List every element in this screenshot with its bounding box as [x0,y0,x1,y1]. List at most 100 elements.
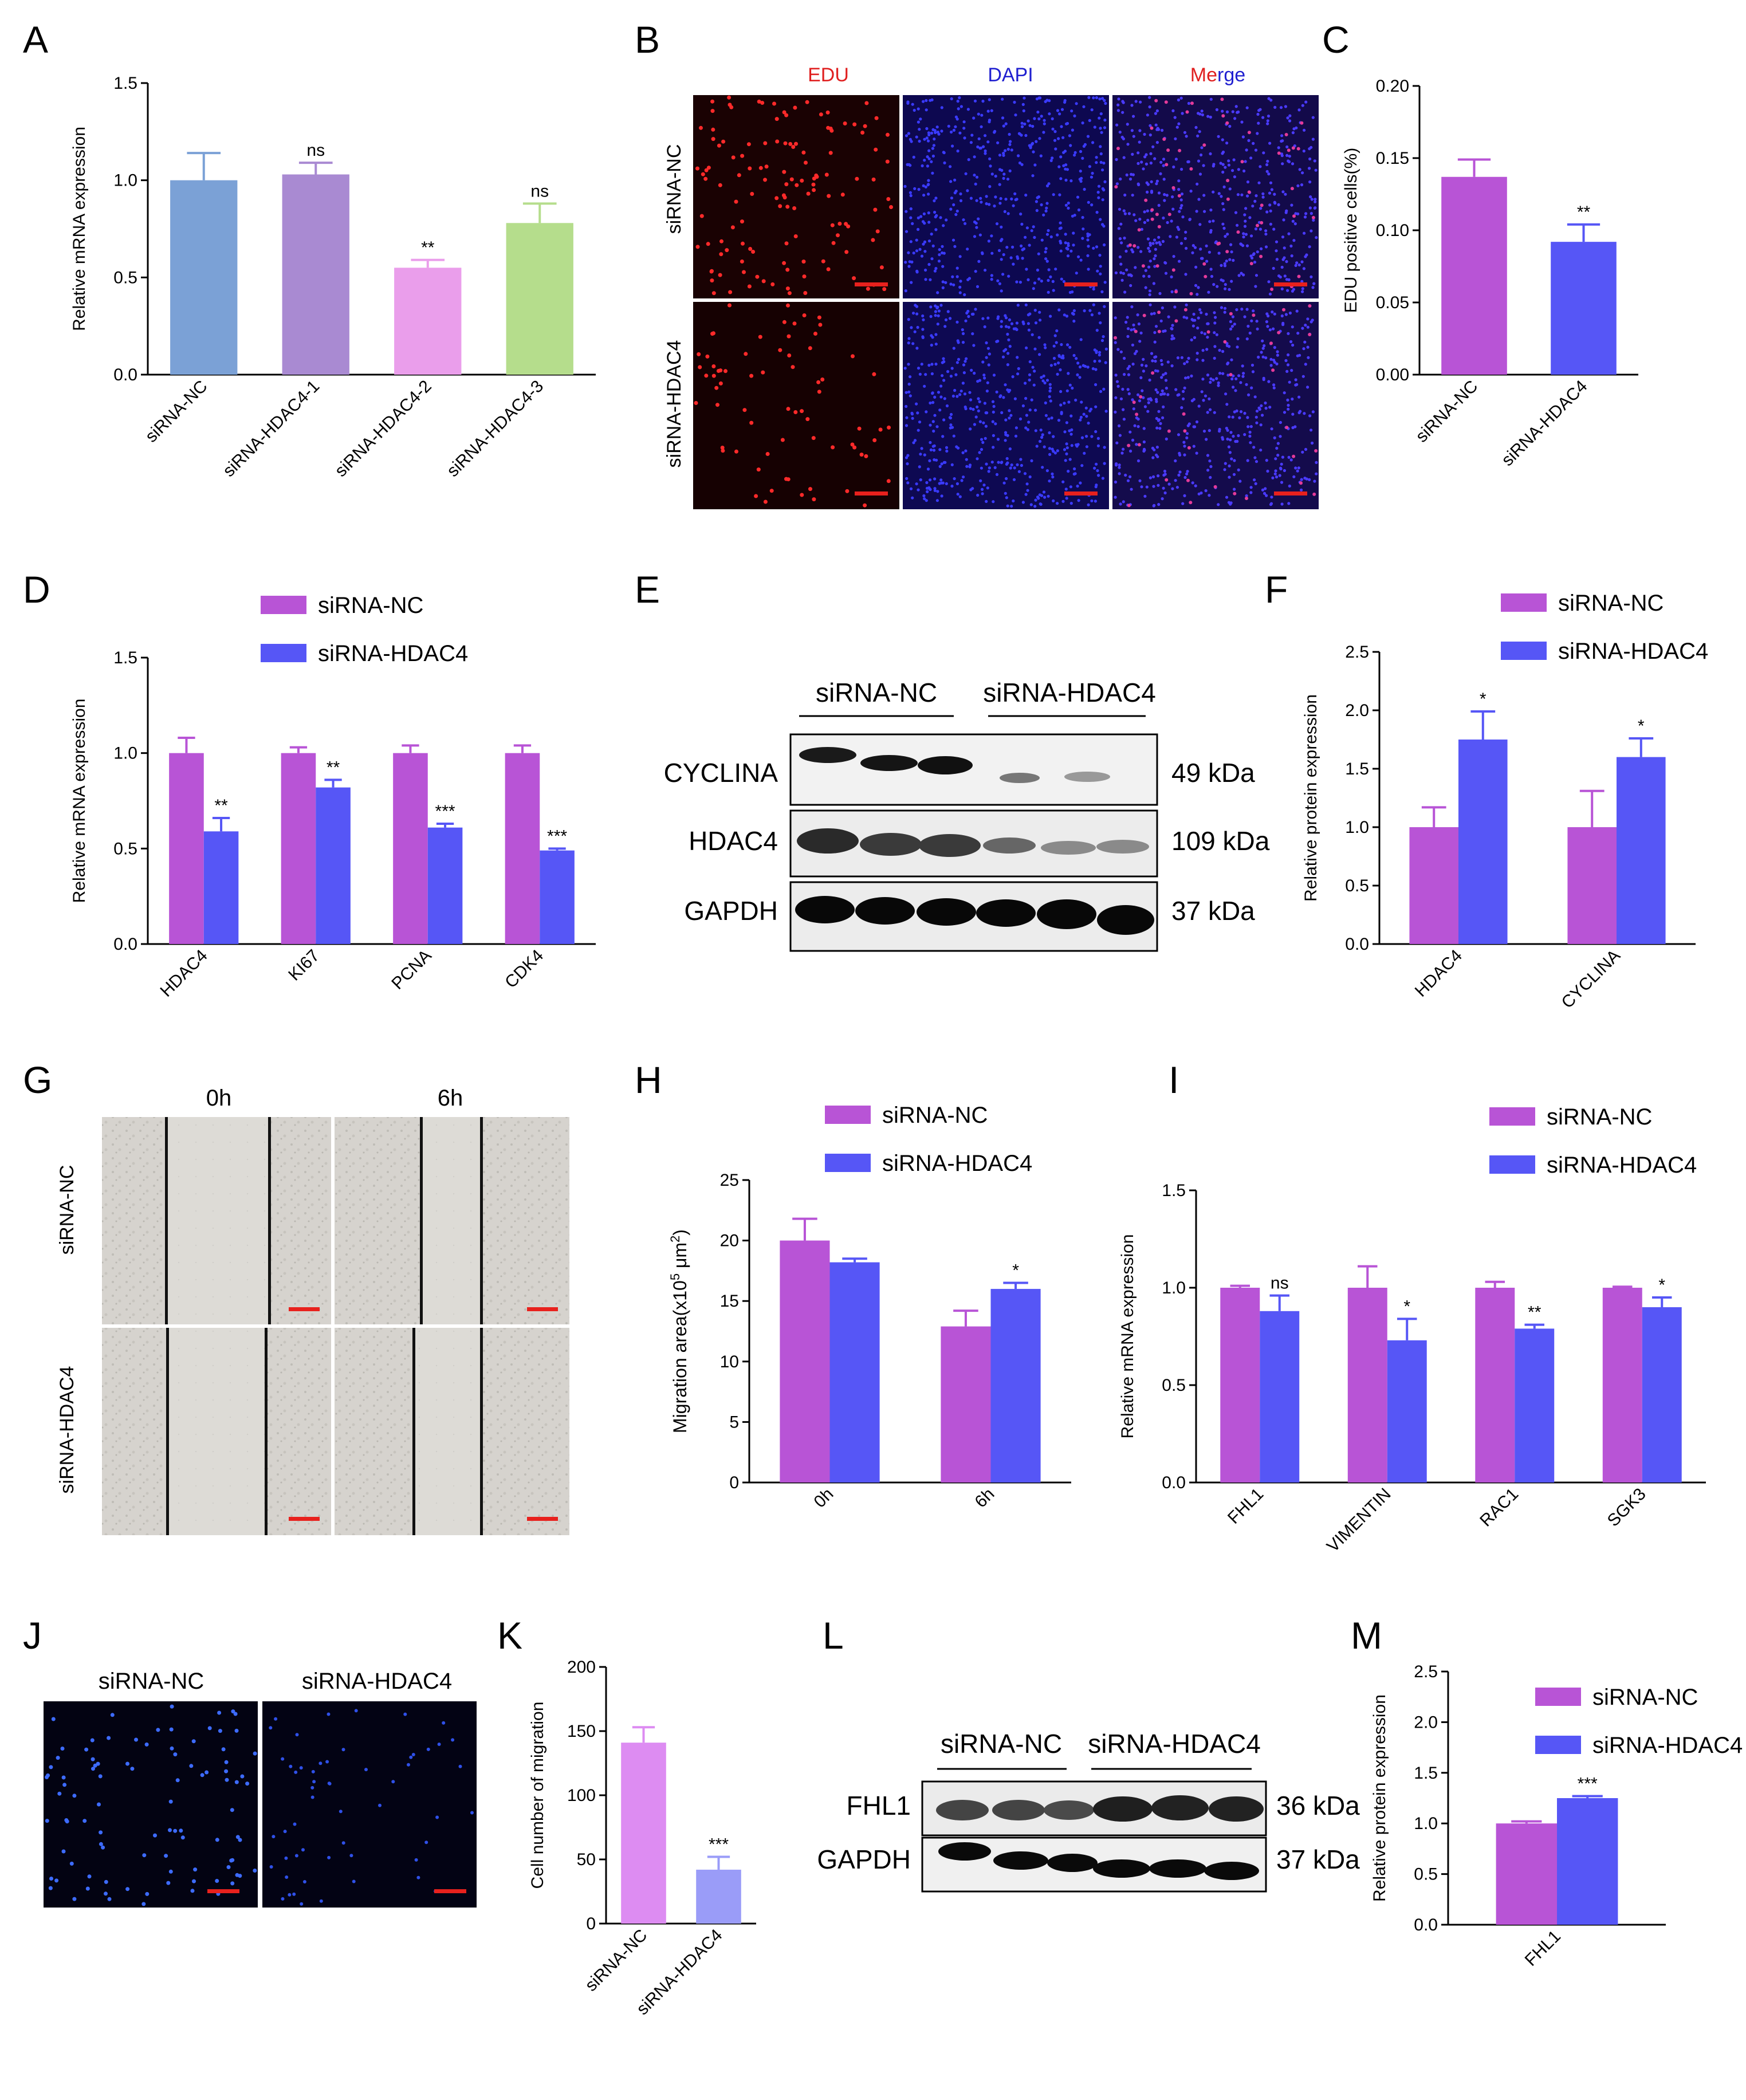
cell-dot [1268,406,1272,409]
blot-kda-fhl1: 36 kDa [1276,1791,1360,1820]
cell-dot [929,314,933,318]
cell-dot [1075,102,1078,105]
cell-dot [1303,340,1307,344]
cell-dot [1240,272,1243,275]
cell-dot [964,319,968,323]
cell-dot [1004,122,1008,125]
cell-dot [1051,472,1054,476]
cell-dot [1076,485,1079,488]
cell-dot [1219,162,1222,165]
x-tick-label: 0h [811,1485,837,1512]
cell-dot [1313,159,1316,163]
cell-dot [923,384,926,388]
cell-dot [954,125,957,128]
cell-dot [1270,495,1273,499]
cell-dot [961,382,965,385]
cell-dot [1118,131,1122,134]
cell-dot [1007,325,1010,329]
cell-dot [1270,427,1273,431]
cell-dot [1142,449,1146,453]
cell-dot [969,196,973,200]
cell-dot [1043,445,1046,449]
cell-dot [942,357,945,360]
cell-dot [1264,245,1268,249]
cell-dot [1079,170,1082,173]
cell-dot [1031,141,1035,145]
cell-dot [1224,462,1227,465]
cell-dot [1115,441,1119,445]
cell-dot [980,466,983,470]
cell-dot [1019,458,1023,461]
cell-dot [1039,439,1042,443]
cell-dot [740,154,745,158]
cell-dot [1000,258,1003,261]
cell-dot [958,255,962,258]
cell-dot [1087,268,1090,271]
cell-dot [1128,243,1132,247]
cell-dot [905,424,909,427]
col-label-dapi: DAPI [988,64,1033,86]
cell-dot [936,323,939,326]
cell-dot [1159,160,1163,164]
cell-dot [1269,503,1273,506]
cell-dot [956,100,959,103]
cell-dot [727,95,732,100]
cell-dot [917,107,920,111]
cell-dot [921,164,924,168]
cell-dot [1072,312,1075,316]
cell-dot [1254,482,1257,486]
cell-dot [1143,494,1147,498]
cell-dot [1201,257,1204,260]
cell-dot [933,414,937,417]
cell-dot [1301,450,1304,454]
image-merge-nc [1112,95,1319,298]
cell-dot [1230,457,1233,461]
cell-dot [1049,314,1052,318]
cell-dot [1122,447,1125,451]
cell-dot [919,478,922,482]
cell-dot [1280,152,1284,156]
cell-dot [1157,329,1161,333]
cell-dot [910,412,914,416]
cell-dot [1065,497,1068,500]
cell-dot [950,367,954,370]
cell-dot [1306,345,1310,349]
cell-dot [828,151,833,155]
cell-dot [1308,167,1311,170]
cell-dot [1103,446,1106,449]
cell-dot [1178,259,1181,263]
cell-dot [1304,100,1308,104]
cell-dot [1228,451,1232,454]
cell-dot [973,174,976,177]
cell-dot [916,325,919,329]
cell-dot [1209,465,1213,469]
cell-dot [995,340,998,343]
cell-dot [1132,400,1136,404]
cell-dot [1205,348,1209,351]
cell-dot [1185,246,1188,250]
cell-dot [1198,172,1202,176]
cell-dot [1102,188,1106,192]
cell-dot [929,401,932,405]
cell-dot [134,1737,138,1742]
cell-dot [1127,373,1131,376]
cell-dot [1098,359,1102,363]
legend-label-nc: siRNA-NC [318,593,423,618]
cell-dot [1229,312,1233,316]
cell-dot [1288,155,1291,158]
cell-dot [1128,475,1132,478]
cell-dot [1100,131,1103,134]
cell-dot [1103,243,1106,247]
cell-dot [1305,477,1308,481]
cell-dot [1295,383,1299,386]
cell-dot [964,222,967,225]
cell-dot [1123,212,1127,215]
cell-dot [992,434,995,438]
cell-dot [985,202,988,206]
cell-dot [937,391,941,394]
cell-dot [1274,457,1277,461]
cell-dot [1114,396,1118,399]
cell-dot [939,384,943,388]
cell-dot [1239,410,1243,414]
cell-dot [339,1810,343,1814]
